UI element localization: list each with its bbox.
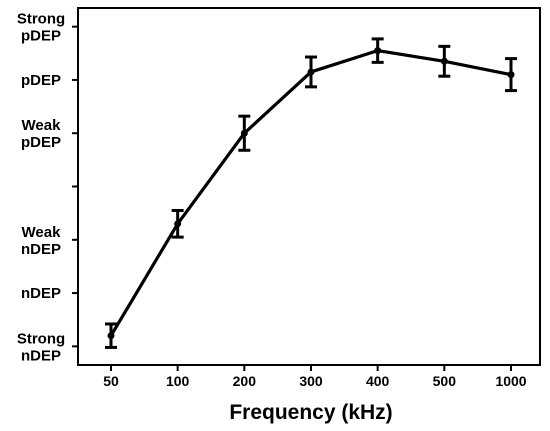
y-tick-label-line: nDEP	[21, 241, 61, 258]
x-axis-labels: 50 100 200 300 400 500 1000	[103, 373, 527, 389]
y-tick-label: pDEP	[21, 72, 61, 89]
x-axis-ticks	[110, 365, 512, 371]
y-axis-ticks	[72, 25, 78, 348]
data-point	[240, 129, 248, 137]
x-tick-label: 500	[433, 373, 457, 389]
data-point	[307, 68, 315, 76]
plot-frame	[77, 7, 541, 366]
error-bars	[105, 37, 517, 349]
y-tick-label-line: pDEP	[21, 28, 61, 45]
data-point	[440, 57, 448, 65]
x-tick-label: 300	[299, 373, 323, 389]
y-tick-label-line: Strong	[17, 11, 65, 28]
x-axis-title: Frequency (kHz)	[229, 401, 392, 424]
x-tick-label: 400	[366, 373, 390, 389]
y-tick-label-line: nDEP	[21, 285, 61, 302]
data-point	[107, 332, 115, 340]
x-tick-label: 1000	[495, 373, 526, 389]
y-tick-label: Weak nDEP	[21, 224, 61, 258]
y-tick-label-line: pDEP	[21, 134, 61, 151]
y-tick-label: Strong pDEP	[17, 11, 65, 45]
x-tick-label: 100	[166, 373, 190, 389]
y-tick-label-line: pDEP	[21, 72, 61, 89]
y-tick-label: nDEP	[21, 285, 61, 302]
x-tick-label: 50	[103, 373, 119, 389]
data-points	[107, 47, 515, 340]
y-tick-label-line: nDEP	[21, 347, 61, 364]
y-tick-label: Weak pDEP	[21, 117, 61, 151]
data-point	[507, 71, 515, 79]
y-tick-label: Strong nDEP	[17, 330, 65, 364]
y-tick-label-line: Weak	[22, 117, 62, 134]
series-line	[109, 49, 512, 337]
y-tick-label-line: Weak	[22, 224, 62, 241]
data-point	[174, 220, 182, 228]
x-tick-label: 200	[233, 373, 257, 389]
y-tick-label-line: Strong	[17, 330, 65, 347]
data-point	[374, 47, 382, 55]
